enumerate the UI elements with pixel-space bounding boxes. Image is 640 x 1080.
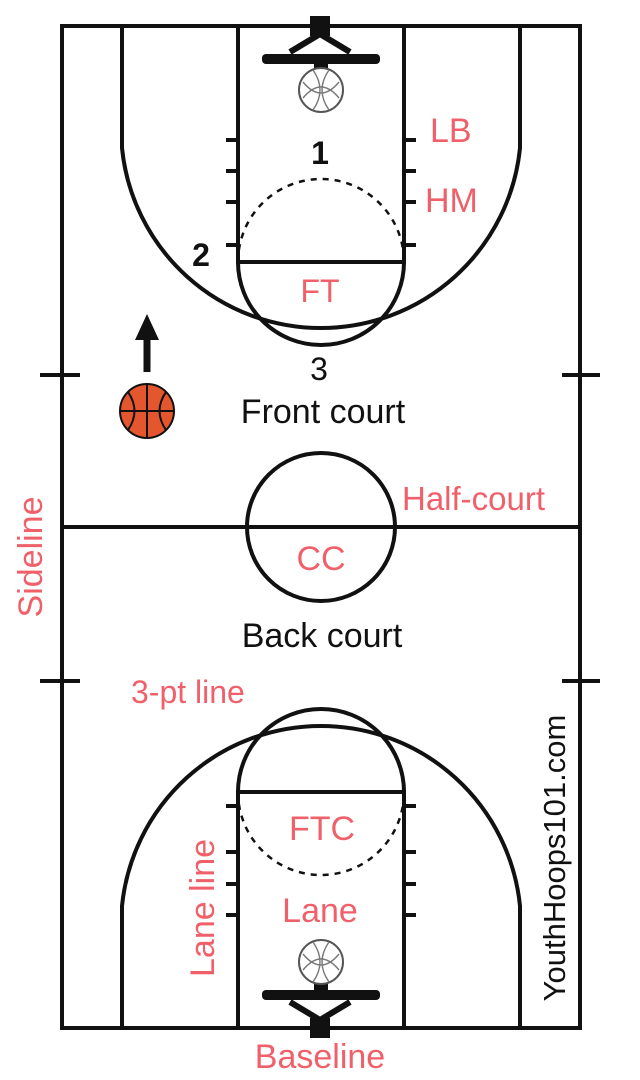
free-throw-circle-top-solid — [236, 261, 406, 347]
net-icon — [298, 939, 344, 985]
label-front-court: Front court — [241, 393, 406, 431]
label-position-2: 2 — [192, 237, 210, 273]
label-three-pt-line: 3-pt line — [131, 674, 245, 710]
label-cc: CC — [296, 540, 345, 578]
label-ft: FT — [300, 273, 339, 309]
basketball-icon — [119, 383, 175, 439]
label-lb: LB — [430, 112, 472, 150]
free-throw-circle-bottom-solid — [236, 707, 406, 793]
lane-hash-marks-bottom — [226, 804, 416, 917]
label-website: YouthHoops101.com — [537, 715, 572, 1002]
label-baseline: Baseline — [255, 1038, 385, 1076]
label-position-3: 3 — [310, 351, 328, 387]
three-point-line-bottom — [120, 723, 522, 1028]
sideline-ticks — [40, 373, 600, 683]
label-ftc: FTC — [289, 810, 355, 848]
label-position-1: 1 — [311, 135, 329, 171]
arrow-up-icon — [135, 314, 159, 372]
label-lane-line: Lane line — [184, 839, 222, 977]
label-sideline: Sideline — [12, 497, 50, 618]
center-circle — [245, 451, 397, 603]
backboard-bottom — [262, 980, 380, 1038]
free-throw-circle-bottom-dashed — [236, 791, 406, 877]
label-hm: HM — [425, 182, 478, 220]
label-lane: Lane — [282, 892, 358, 930]
three-point-line-top — [120, 26, 522, 331]
label-back-court: Back court — [242, 617, 403, 655]
net-icon — [298, 67, 344, 113]
lane-hash-marks-top — [226, 138, 416, 247]
free-throw-circle-top-dashed — [236, 177, 406, 263]
label-half-court: Half-court — [402, 480, 545, 517]
